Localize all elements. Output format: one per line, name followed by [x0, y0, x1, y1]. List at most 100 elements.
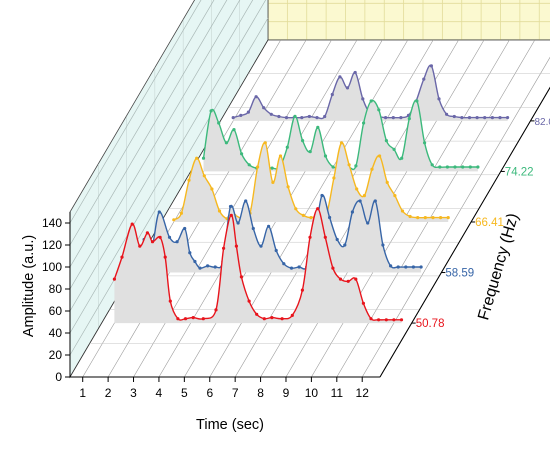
data-point	[408, 117, 411, 120]
data-point	[324, 236, 327, 239]
x-tick-label: 7	[232, 386, 239, 400]
x-tick-label: 8	[257, 386, 264, 400]
data-point	[146, 231, 149, 234]
data-point	[271, 181, 274, 184]
data-point	[230, 214, 233, 217]
y-axis-title: Amplitude (a.u.)	[21, 235, 37, 337]
series-label: 74.22	[505, 166, 534, 178]
data-point	[218, 209, 221, 212]
data-point	[270, 113, 273, 116]
y-tick-label: 60	[49, 304, 63, 318]
data-point	[389, 264, 392, 267]
data-point	[291, 314, 294, 317]
data-point	[385, 139, 388, 142]
data-point	[279, 154, 282, 157]
data-point	[420, 265, 423, 268]
data-point	[193, 260, 196, 263]
data-point	[172, 218, 175, 221]
data-point	[232, 128, 235, 131]
data-point	[275, 249, 278, 252]
y-tick-label: 40	[49, 326, 63, 340]
data-point	[437, 97, 440, 100]
data-point	[176, 317, 179, 320]
data-point	[354, 164, 357, 167]
data-point	[338, 75, 341, 78]
data-point	[445, 113, 448, 116]
data-point	[453, 115, 456, 118]
data-point	[397, 265, 400, 268]
data-point	[169, 300, 172, 303]
data-point	[491, 116, 494, 119]
data-point	[409, 215, 412, 218]
data-point	[369, 317, 372, 320]
data-point	[363, 194, 366, 197]
data-point	[290, 267, 293, 270]
data-point	[277, 115, 280, 118]
data-point	[359, 199, 362, 202]
data-point	[248, 163, 251, 166]
data-point	[282, 262, 285, 265]
data-point	[424, 216, 427, 219]
data-point	[354, 278, 357, 281]
data-point	[187, 179, 190, 182]
data-point	[120, 256, 123, 259]
data-point	[423, 141, 426, 144]
data-point	[400, 157, 403, 160]
data-point	[468, 116, 471, 119]
data-point	[393, 148, 396, 151]
data-point	[447, 216, 450, 219]
data-point	[232, 116, 235, 119]
data-point	[438, 165, 441, 168]
x-tick-label: 4	[156, 386, 163, 400]
data-point	[483, 116, 486, 119]
data-point	[323, 115, 326, 118]
data-point	[281, 317, 284, 320]
data-point	[328, 216, 331, 219]
data-point	[377, 108, 380, 111]
data-point	[506, 116, 509, 119]
data-point	[378, 154, 381, 157]
data-point	[416, 216, 419, 219]
data-point	[214, 265, 217, 268]
data-point	[138, 245, 141, 248]
data-point	[498, 116, 501, 119]
data-point	[192, 316, 195, 319]
series-label: 82.03	[535, 117, 550, 128]
data-point	[370, 99, 373, 102]
data-point	[176, 240, 179, 243]
data-point	[222, 247, 225, 250]
data-point	[270, 316, 273, 319]
x-tick-label: 3	[130, 386, 137, 400]
data-point	[460, 116, 463, 119]
data-point	[340, 141, 343, 144]
x-tick-label: 11	[331, 386, 344, 400]
data-point	[214, 308, 217, 311]
data-point	[244, 199, 247, 202]
data-point	[302, 214, 305, 217]
x-axis-title: Time (sec)	[196, 417, 264, 433]
data-point	[239, 114, 242, 117]
y-tick-label: 100	[42, 260, 62, 274]
x-tick-label: 10	[305, 386, 319, 400]
data-point	[370, 168, 373, 171]
x-tick-label: 5	[181, 386, 188, 400]
data-point	[362, 302, 365, 305]
data-point	[180, 212, 183, 215]
data-point	[248, 300, 251, 303]
data-point	[476, 116, 479, 119]
data-point	[285, 116, 288, 119]
data-point	[255, 95, 258, 98]
x-tick-label: 1	[79, 386, 86, 400]
data-point	[347, 280, 350, 283]
data-point	[377, 318, 380, 321]
data-point	[324, 154, 327, 157]
data-point	[293, 115, 296, 118]
data-point	[332, 176, 335, 179]
data-point	[354, 71, 357, 74]
data-point	[461, 165, 464, 168]
data-point	[362, 121, 365, 124]
data-point	[366, 221, 369, 224]
data-point	[361, 97, 364, 100]
data-point	[298, 265, 301, 268]
